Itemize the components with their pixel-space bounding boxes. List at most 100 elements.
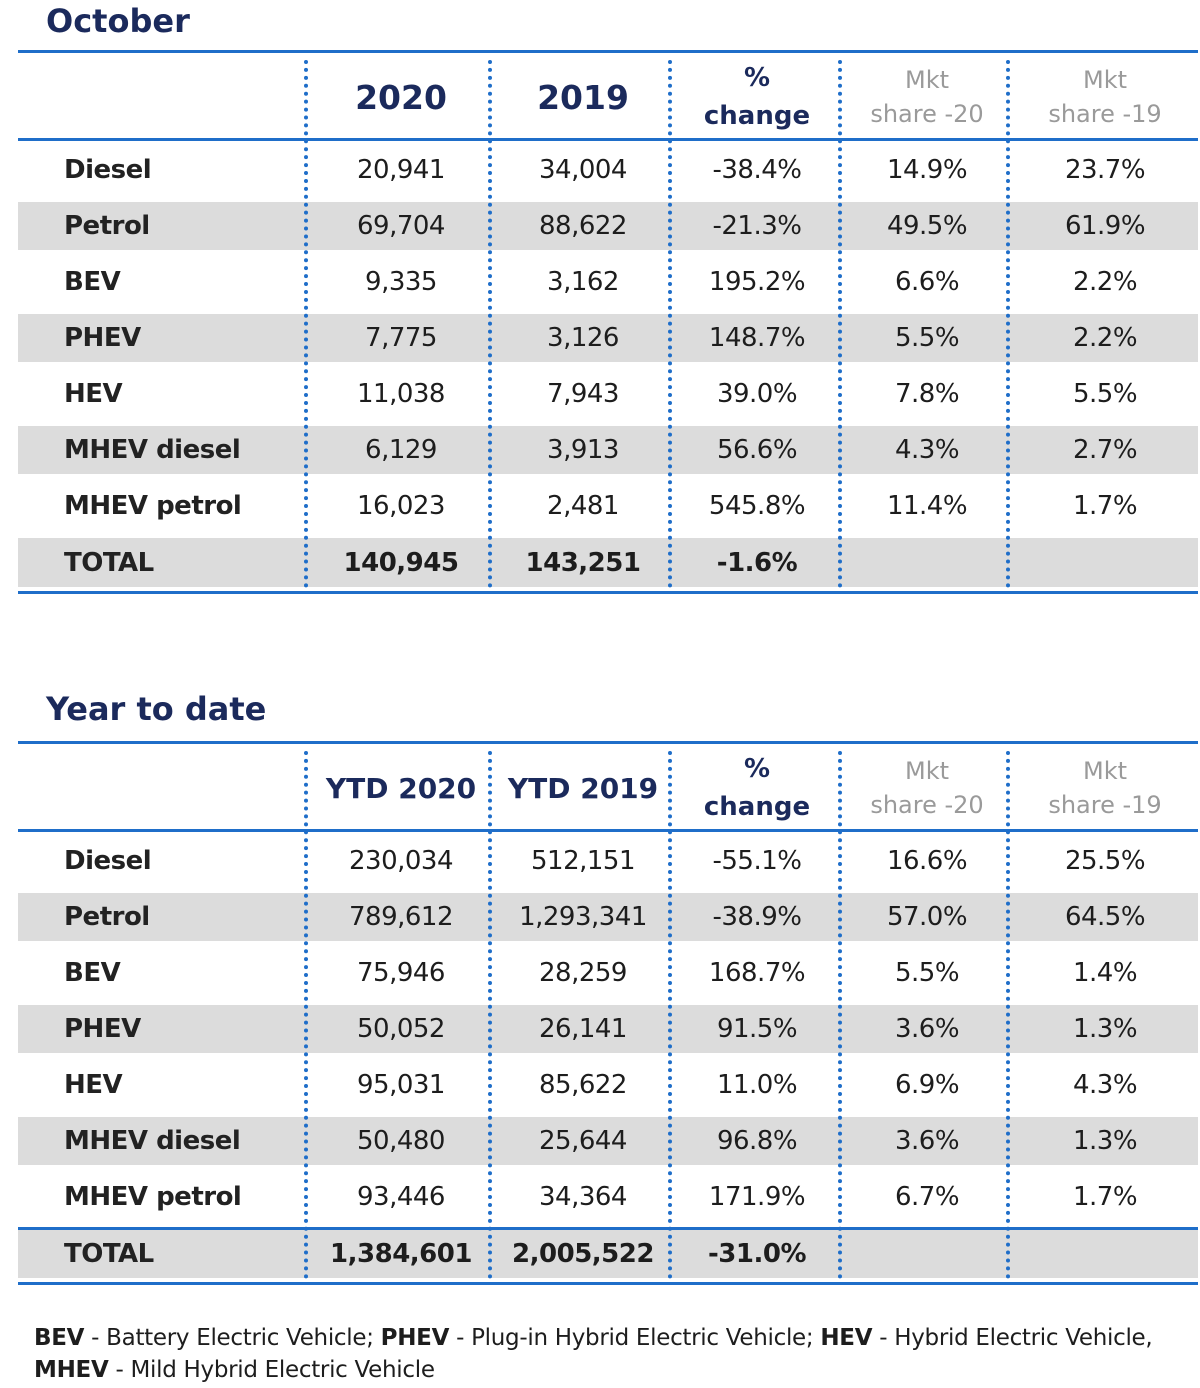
cell-share19: 25.5%	[1064, 846, 1146, 876]
table-bottom-rule	[18, 591, 1198, 594]
footnote-mhev-text: - Mild Hybrid Electric Vehicle	[108, 1357, 435, 1383]
cell-change: 545.8%	[708, 491, 806, 521]
cell-v2020: 16,023	[357, 491, 445, 521]
cell-change: 148.7%	[708, 323, 806, 353]
cell-v2019: 3,913	[547, 435, 619, 465]
footnote-hev-abbr: HEV	[820, 1325, 873, 1351]
cell-v2019: 1,293,341	[519, 902, 647, 932]
cell-share20: 16.6%	[886, 846, 968, 876]
cell-change: -38.9%	[712, 902, 802, 932]
total-v2019: 143,251	[525, 547, 641, 578]
cell-v2020: 95,031	[357, 1070, 445, 1100]
header-2019: 2019	[537, 77, 629, 117]
total-top-rule	[18, 1227, 1198, 1230]
table-row: Diesel 230,034 512,151 -55.1% 16.6% 25.5%	[18, 837, 1198, 885]
cell-v2019: 512,151	[530, 846, 636, 876]
header-mkt19-line1: Mkt	[1082, 66, 1127, 94]
table-row: HEV 95,031 85,622 11.0% 6.9% 4.3%	[18, 1061, 1198, 1109]
row-label: MHEV petrol	[64, 1182, 242, 1212]
header-mkt19-line2: share -19	[1048, 100, 1162, 128]
table-row: Petrol 69,704 88,622 -21.3% 49.5% 61.9%	[18, 202, 1198, 250]
cell-change: -38.4%	[712, 155, 802, 185]
table-bottom-rule	[18, 1282, 1198, 1285]
row-label: PHEV	[64, 1014, 141, 1044]
cell-v2019: 2,481	[547, 491, 619, 521]
header-mkt20-line1: Mkt	[904, 757, 949, 785]
column-separator	[488, 751, 492, 1279]
cell-v2019: 7,943	[547, 379, 619, 409]
header-mkt-share-19: Mkt share -19	[1012, 54, 1198, 140]
row-label: PHEV	[64, 323, 141, 353]
row-label: Petrol	[64, 902, 150, 932]
cell-share19: 23.7%	[1064, 155, 1146, 185]
total-v2019: 2,005,522	[512, 1238, 654, 1269]
table-row: PHEV 50,052 26,141 91.5% 3.6% 1.3%	[18, 1005, 1198, 1053]
header-pct-change: % change	[672, 745, 842, 831]
cell-change: 91.5%	[716, 1014, 798, 1044]
row-label: BEV	[64, 958, 121, 988]
header-bottom-rule	[18, 138, 1198, 141]
total-change: -1.6%	[716, 547, 798, 578]
table-row: Petrol 789,612 1,293,341 -38.9% 57.0% 64.5%	[18, 893, 1198, 941]
cell-share19: 4.3%	[1072, 1070, 1138, 1100]
header-ytd-2020: YTD 2020	[325, 771, 477, 805]
column-separator	[1006, 60, 1010, 588]
cell-v2020: 6,129	[365, 435, 437, 465]
header-mkt19-line2: share -19	[1048, 791, 1162, 819]
cell-share20: 11.4%	[886, 491, 968, 521]
row-label: Petrol	[64, 211, 150, 241]
footnote-phev-abbr: PHEV	[380, 1325, 450, 1351]
cell-v2020: 50,052	[357, 1014, 445, 1044]
cell-v2019: 3,126	[547, 323, 619, 353]
table-row: PHEV 7,775 3,126 148.7% 5.5% 2.2%	[18, 314, 1198, 362]
ytd-table: YTD 2020 YTD 2019 % change Mkt share -20…	[18, 741, 1198, 1289]
header-2020: 2020	[355, 77, 447, 117]
header-pct-line1: %	[743, 63, 771, 93]
cell-change: -21.3%	[712, 211, 802, 241]
header-mkt-share-20: Mkt share -20	[842, 745, 1012, 831]
cell-share19: 1.3%	[1072, 1014, 1138, 1044]
table-top-rule	[18, 50, 1198, 53]
header-bottom-rule	[18, 829, 1198, 832]
table-row: Diesel 20,941 34,004 -38.4% 14.9% 23.7%	[18, 146, 1198, 194]
header-mkt19-line1: Mkt	[1082, 757, 1127, 785]
cell-share20: 14.9%	[886, 155, 968, 185]
total-row: TOTAL 1,384,601 2,005,522 -31.0%	[18, 1229, 1198, 1278]
cell-share19: 1.3%	[1072, 1126, 1138, 1156]
cell-share20: 57.0%	[886, 902, 968, 932]
table-row: BEV 9,335 3,162 195.2% 6.6% 2.2%	[18, 258, 1198, 306]
cell-change: 39.0%	[716, 379, 798, 409]
ytd-title: Year to date	[46, 690, 267, 728]
cell-share20: 5.5%	[894, 958, 960, 988]
cell-v2019: 25,644	[539, 1126, 627, 1156]
cell-change: 56.6%	[716, 435, 798, 465]
header-pct-line2: change	[703, 792, 811, 822]
total-change: -31.0%	[708, 1238, 807, 1269]
cell-share20: 6.9%	[894, 1070, 960, 1100]
cell-v2019: 88,622	[539, 211, 627, 241]
cell-share20: 7.8%	[894, 379, 960, 409]
header-mkt20-line2: share -20	[870, 791, 984, 819]
footnote-hev-text: - Hybrid Electric Vehicle,	[872, 1325, 1153, 1351]
cell-v2019: 26,141	[539, 1014, 627, 1044]
footnote-phev-text: - Plug-in Hybrid Electric Vehicle;	[449, 1325, 821, 1351]
header-pct-line2: change	[703, 101, 811, 131]
total-label: TOTAL	[64, 1238, 154, 1269]
row-label: Diesel	[64, 155, 152, 185]
column-separator	[668, 60, 672, 588]
cell-change: 96.8%	[716, 1126, 798, 1156]
cell-v2019: 28,259	[539, 958, 627, 988]
header-mkt20-line2: share -20	[870, 100, 984, 128]
cell-share19: 1.7%	[1072, 491, 1138, 521]
cell-share19: 1.4%	[1072, 958, 1138, 988]
row-label: BEV	[64, 267, 121, 297]
october-title: October	[46, 2, 190, 40]
cell-share20: 6.7%	[894, 1182, 960, 1212]
column-separator	[488, 60, 492, 588]
column-separator	[304, 60, 308, 588]
cell-share19: 61.9%	[1064, 211, 1146, 241]
header-ytd-2019: YTD 2019	[507, 771, 659, 805]
table-row: HEV 11,038 7,943 39.0% 7.8% 5.5%	[18, 370, 1198, 418]
row-label: HEV	[64, 379, 123, 409]
cell-v2020: 789,612	[348, 902, 454, 932]
